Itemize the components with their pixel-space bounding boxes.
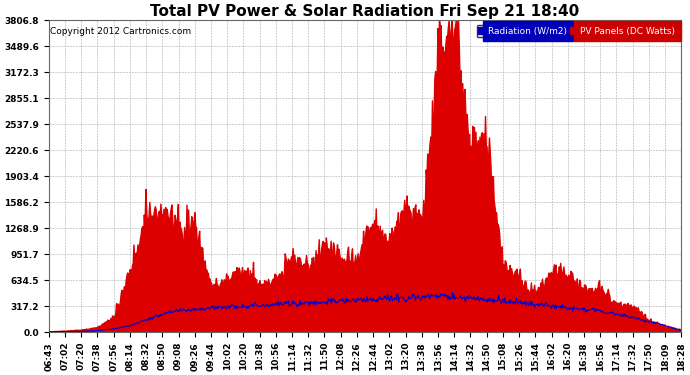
Text: Copyright 2012 Cartronics.com: Copyright 2012 Cartronics.com — [50, 27, 191, 36]
Title: Total PV Power & Solar Radiation Fri Sep 21 18:40: Total PV Power & Solar Radiation Fri Sep… — [150, 4, 580, 19]
Legend: Radiation (W/m2), PV Panels (DC Watts): Radiation (W/m2), PV Panels (DC Watts) — [477, 25, 677, 38]
